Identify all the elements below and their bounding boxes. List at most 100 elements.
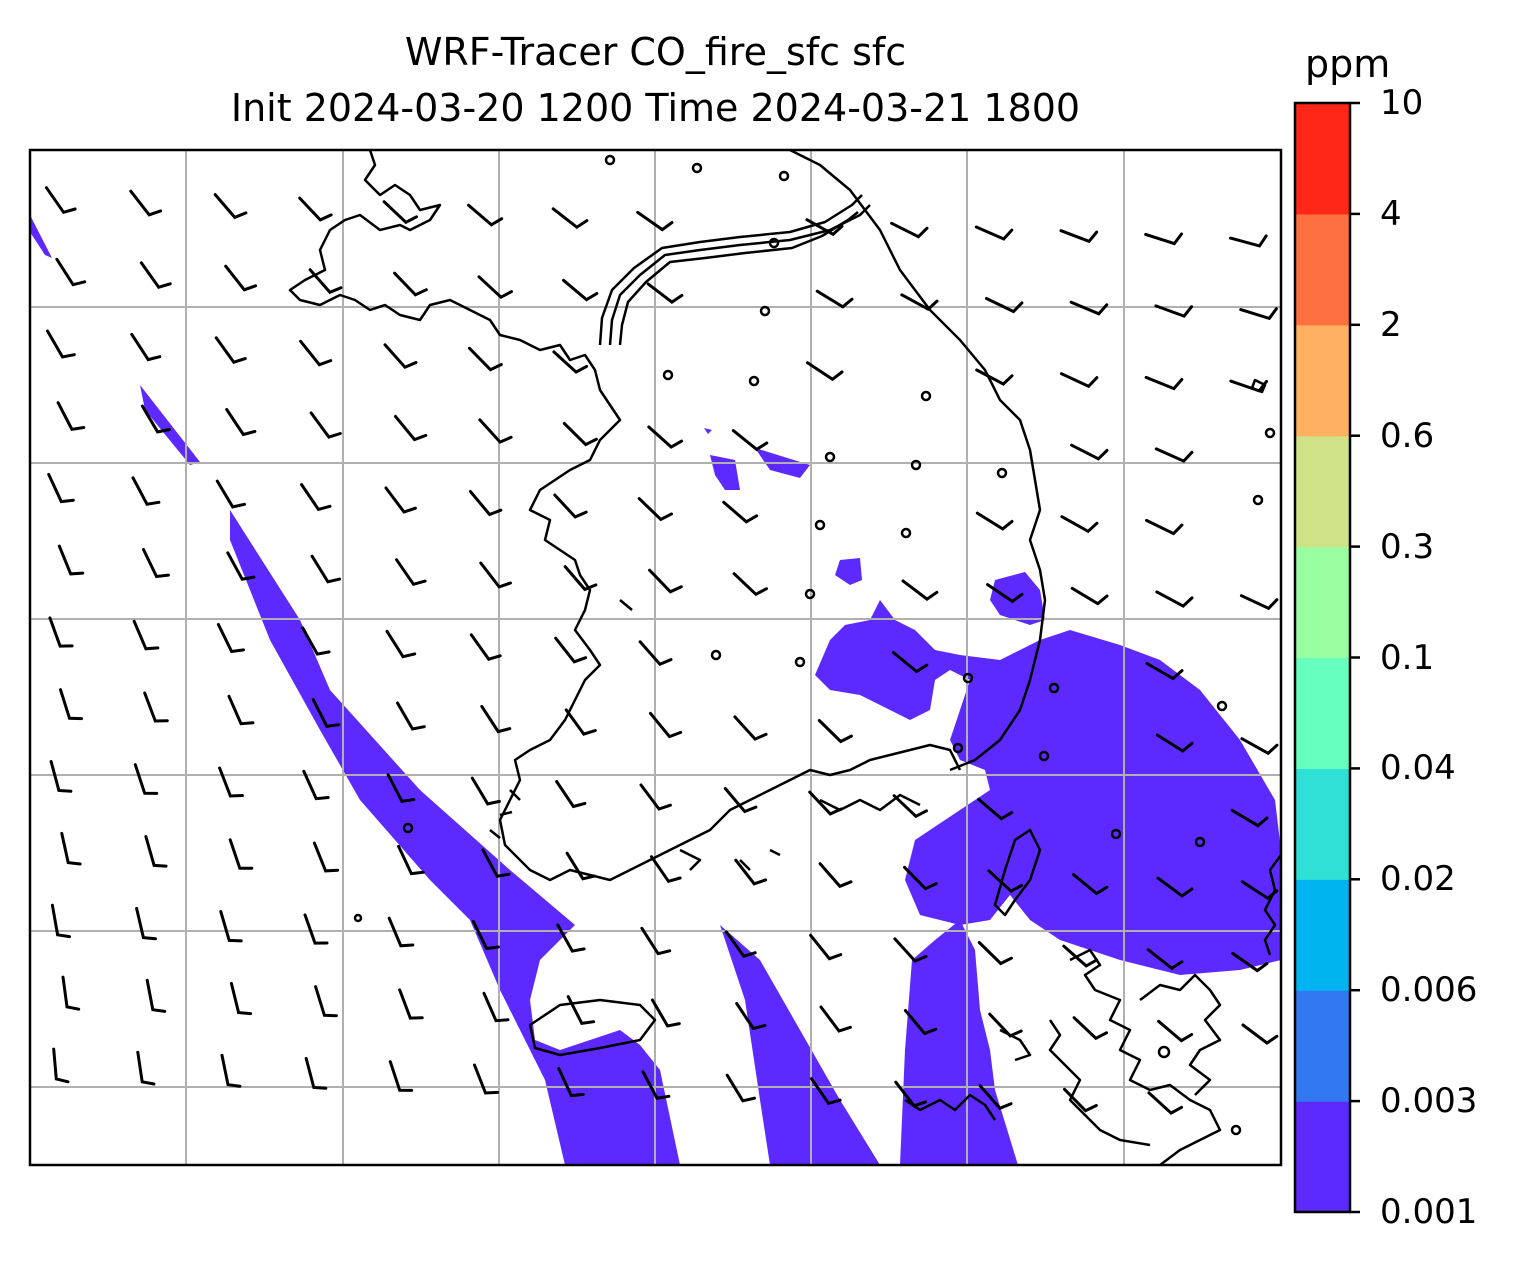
wind-barb: [145, 978, 167, 1013]
wind-barb: [646, 282, 684, 304]
wind-barb: [143, 691, 169, 723]
wind-barb: [639, 783, 672, 811]
wind-barb: [144, 835, 168, 868]
wind-barb: [130, 332, 162, 362]
colorbar-tick-label: 10: [1380, 83, 1424, 123]
wind-barb: [300, 483, 332, 512]
wind-barb: [638, 640, 673, 666]
wind-barb: [1145, 518, 1184, 536]
wind-barb: [133, 763, 159, 795]
wind-barb: [395, 558, 427, 587]
map-frame: [28, 148, 1283, 1167]
wind-barb: [1145, 662, 1184, 681]
wind-barb: [1063, 1087, 1098, 1113]
wind-barb: [478, 418, 513, 444]
wind-barb: [470, 776, 501, 806]
colorbar-tick-label: 0.003: [1380, 1081, 1478, 1122]
wind-barb: [731, 429, 769, 452]
wind-barb: [388, 1060, 414, 1092]
wind-barb: [393, 271, 428, 297]
colorbar-tick-label: 0.3: [1380, 526, 1435, 567]
wind-barb: [818, 862, 853, 889]
wind-barb: [218, 766, 244, 798]
wind-barb: [557, 1066, 585, 1098]
wind-barb: [817, 719, 853, 744]
calm-wind-marker: [1194, 836, 1206, 848]
colorbar-unit: ppm: [1305, 42, 1391, 86]
wind-barb: [978, 1084, 1013, 1111]
wind-barb: [900, 293, 939, 312]
wind-barb: [1146, 948, 1184, 971]
wind-barb: [386, 773, 416, 803]
calm-wind-marker: [604, 154, 616, 166]
wind-barb: [1144, 232, 1183, 246]
calm-wind-marker: [910, 459, 922, 471]
wind-barb: [214, 336, 247, 364]
wind-barb: [398, 988, 424, 1020]
wind-barb: [482, 991, 510, 1023]
wind-barb: [304, 1057, 328, 1090]
wind-barb: [301, 626, 331, 656]
wind-barb: [640, 926, 672, 956]
wind-barb: [310, 554, 342, 584]
wind-barb: [637, 497, 673, 522]
wind-barb: [986, 583, 1024, 604]
wind-barb: [641, 1070, 671, 1100]
wind-barb: [228, 838, 254, 870]
wind-barb: [132, 619, 160, 651]
wind-barb: [468, 346, 503, 372]
wind-barb: [47, 472, 75, 504]
wind-barb: [384, 486, 417, 514]
wind-barb: [1155, 733, 1194, 753]
wind-barb: [735, 1002, 767, 1031]
wind-barb: [49, 760, 73, 793]
wind-barb: [1147, 1091, 1184, 1115]
wind-barb: [1239, 307, 1278, 321]
calm-wind-marker: [691, 162, 703, 174]
chart-title-line-1: WRF-Tracer CO_fire_sfc sfc: [404, 30, 907, 74]
wind-barb: [553, 493, 588, 519]
wind-barb: [554, 636, 588, 664]
wind-barb: [59, 688, 83, 721]
wind-barb: [215, 479, 246, 509]
wind-barb: [469, 633, 502, 661]
calm-wind-marker: [804, 588, 816, 600]
wind-barb: [397, 844, 425, 876]
wind-barb: [383, 343, 418, 370]
calm-wind-marker: [710, 649, 722, 661]
wind-barb: [473, 1063, 499, 1095]
wind-barb: [216, 623, 245, 654]
wind-barb: [1060, 515, 1099, 534]
wind-barb: [225, 408, 257, 437]
wind-barb: [298, 196, 333, 222]
wind-barb: [1157, 1019, 1194, 1043]
wind-barb: [723, 787, 758, 814]
colorbar-tick-label: 0.1: [1380, 637, 1435, 678]
wind-barb: [894, 1080, 928, 1108]
wind-barb: [48, 616, 74, 648]
wind-barb: [60, 831, 82, 866]
wind-barb: [394, 414, 428, 442]
colorbar-segment: [1295, 768, 1350, 880]
colorbar-tick-label: 0.04: [1380, 748, 1456, 789]
calm-wind-marker: [1264, 427, 1276, 439]
wind-barb: [308, 268, 343, 295]
wind-barb: [988, 1012, 1023, 1038]
wind-barb: [471, 920, 500, 951]
calm-wind-marker: [662, 369, 674, 381]
wind-barb: [975, 368, 1014, 386]
calm-wind-marker: [778, 170, 790, 182]
wind-barb: [565, 851, 597, 881]
wind-barb: [563, 565, 598, 592]
calm-wind-marker: [1216, 700, 1228, 712]
wind-barb: [312, 841, 340, 873]
wind-barb: [725, 1073, 756, 1103]
colorbar-tick-label: 0.02: [1380, 859, 1456, 900]
wind-barb: [555, 780, 587, 809]
wind-barb: [1229, 234, 1268, 248]
wind-barb: [135, 906, 157, 941]
wind-barb: [1059, 229, 1099, 244]
wind-barb: [219, 910, 243, 943]
wind-barb: [903, 1009, 938, 1036]
